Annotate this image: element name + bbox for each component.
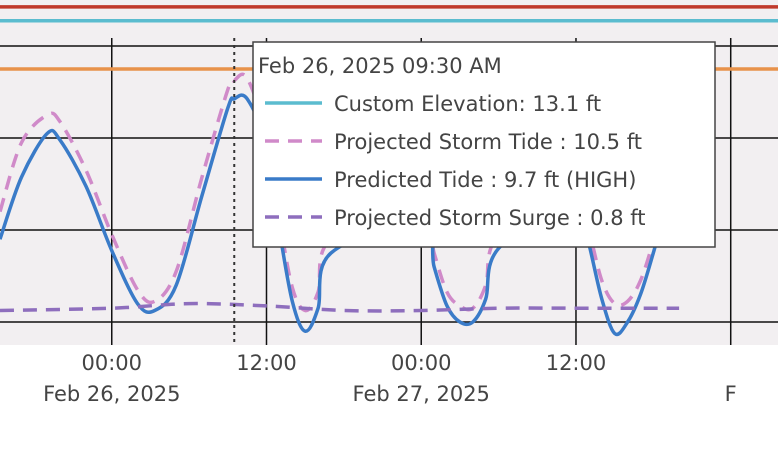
x-tick-label-3: 12:00 [546,351,607,375]
tooltip-entries: Custom Elevation: 13.1 ft Projected Storm… [265,92,646,230]
tooltip-title: Feb 26, 2025 09:30 AM [258,54,502,78]
series-group [0,72,681,337]
x-tick-label-1: 12:00 [236,351,297,375]
tooltip-entry-1: Projected Storm Tide : 10.5 ft [334,130,642,154]
series-line-projected-storm-surge [0,301,680,313]
x-tick-label-0: 00:00 [81,351,142,375]
series-line-projected-storm-tide [0,72,681,313]
x-tick-date-0: Feb 26, 2025 [43,382,180,406]
x-axis: 00:00 Feb 26, 2025 12:00 00:00 Feb 27, 2025 1… [43,351,737,406]
tooltip-box [252,41,716,248]
tooltip-entry-0: Custom Elevation: 13.1 ft [334,92,601,116]
series-line-predicted-tide [0,93,681,337]
x-tick-label-2: 00:00 [391,351,452,375]
tooltip-entry-3: Projected Storm Surge : 0.8 ft [334,206,646,230]
x-tick-date-2: Feb 27, 2025 [353,382,490,406]
hover-tooltip: Feb 26, 2025 09:30 AM Custom Elevation: … [252,41,716,248]
x-tick-date-4: F [725,382,737,406]
tooltip-entry-2: Predicted Tide : 9.7 ft (HIGH) [334,168,636,192]
